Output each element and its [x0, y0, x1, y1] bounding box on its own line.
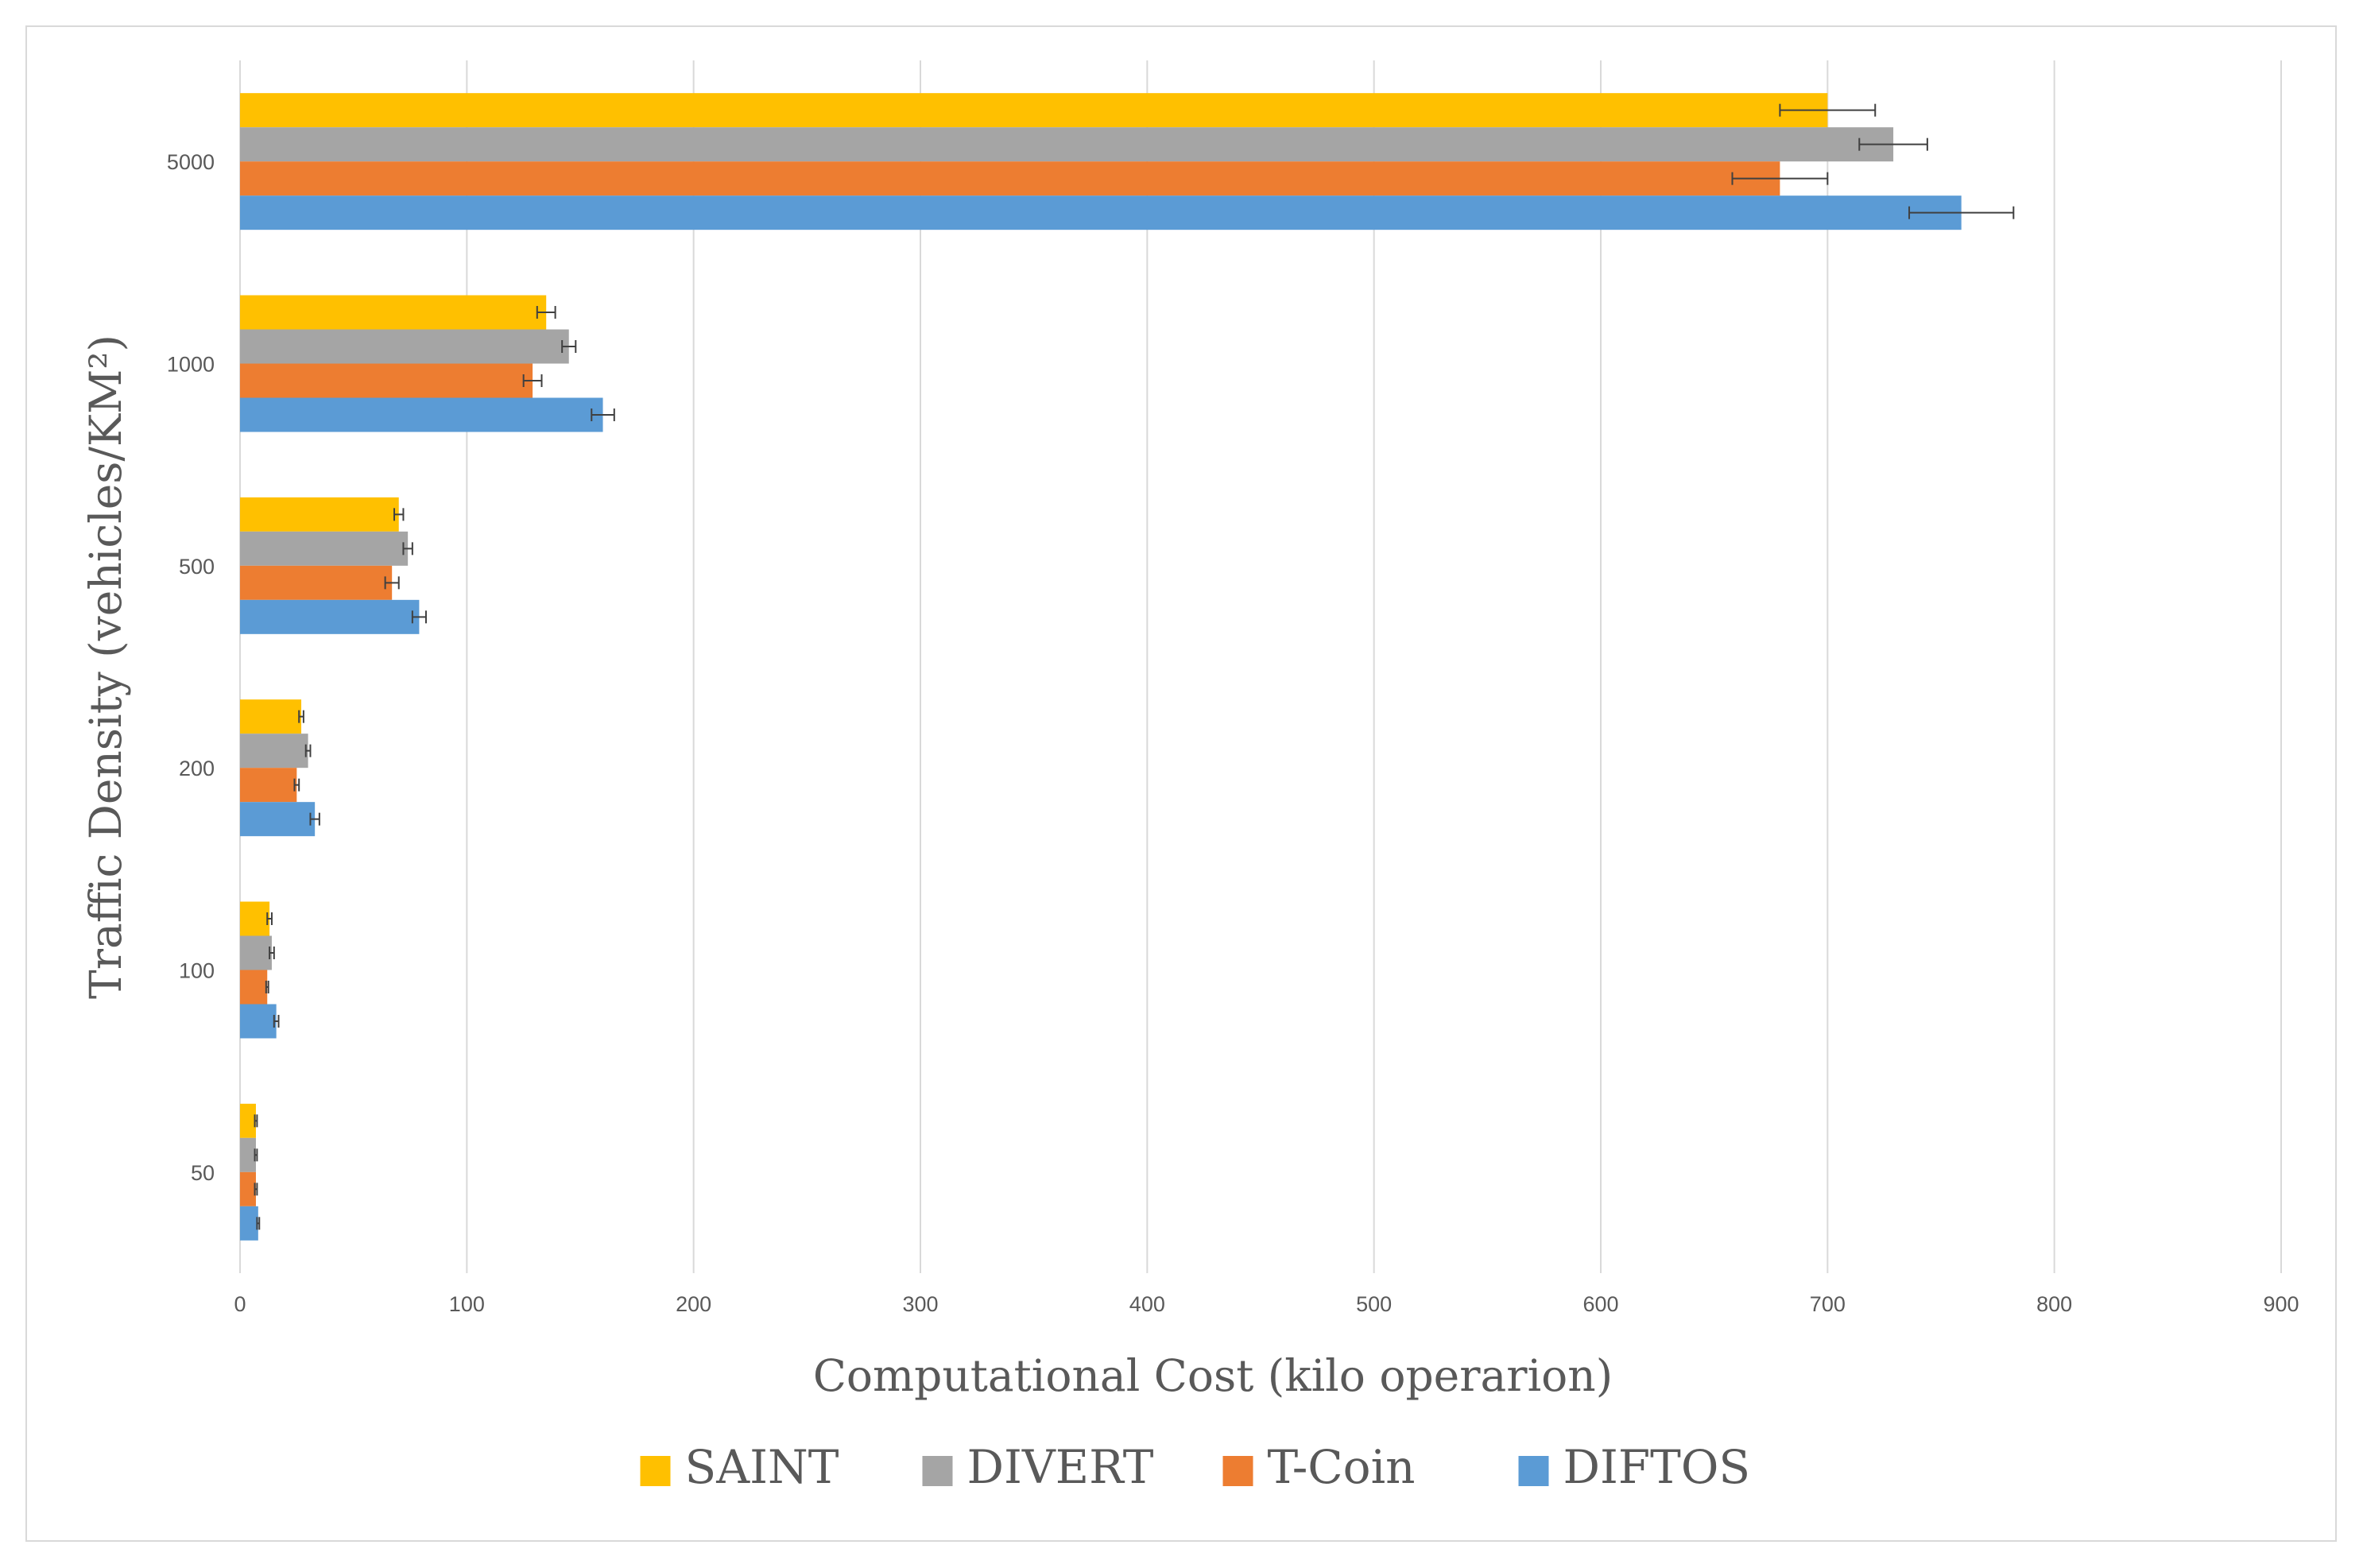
bar-diftos: [240, 1206, 258, 1241]
legend-label-diftos: DIFTOS: [1563, 1440, 1751, 1494]
bar-divert: [240, 734, 308, 769]
legend-swatch-divert: [922, 1456, 953, 1486]
bar-divert: [240, 329, 569, 364]
bar-saint: [240, 699, 302, 734]
bar-t-coin: [240, 565, 393, 600]
bars: [240, 93, 2015, 1241]
x-tick-label: 900: [2263, 1292, 2299, 1316]
legend-label-t-coin: T-Coin: [1268, 1440, 1416, 1494]
x-tick-label: 700: [1810, 1292, 1846, 1316]
bar-saint: [240, 1103, 256, 1138]
bar-saint: [240, 93, 1828, 128]
bar-saint: [240, 901, 270, 936]
bar-t-coin: [240, 1171, 256, 1206]
legend: SAINT DIVERT T-Coin DIFTOS: [640, 1440, 1751, 1494]
bar-diftos: [240, 196, 1962, 230]
tick-labels: 0 100 200 300 400 500 600 700 800 900 5000 1000 500 2…: [167, 150, 2299, 1316]
x-tick-label: 400: [1129, 1292, 1165, 1316]
bar-t-coin: [240, 768, 297, 803]
y-tick-label: 500: [179, 555, 215, 579]
bar-divert: [240, 127, 1894, 162]
legend-label-saint: SAINT: [685, 1440, 839, 1494]
bar-divert: [240, 1137, 256, 1172]
gridlines: [239, 60, 2282, 1273]
bar-t-coin: [240, 161, 1780, 196]
y-tick-label: 50: [191, 1161, 215, 1185]
y-tick-label: 1000: [167, 353, 215, 377]
x-tick-label: 500: [1356, 1292, 1392, 1316]
x-tick-label: 600: [1582, 1292, 1618, 1316]
bar-saint: [240, 497, 399, 532]
bar-diftos: [240, 397, 603, 432]
x-tick-label: 800: [2036, 1292, 2072, 1316]
y-axis-title: Traffic Density (vehicles/KM²): [80, 335, 131, 999]
chart-frame: 0 100 200 300 400 500 600 700 800 900 5000 1000 500 2…: [25, 25, 2337, 1542]
bar-diftos: [240, 1004, 277, 1039]
legend-swatch-diftos: [1518, 1456, 1549, 1486]
legend-swatch-saint: [640, 1456, 671, 1486]
x-tick-label: 0: [234, 1292, 246, 1316]
x-tick-label: 100: [449, 1292, 485, 1316]
bar-divert: [240, 531, 409, 566]
bar-t-coin: [240, 970, 268, 1005]
legend-label-divert: DIVERT: [967, 1440, 1154, 1494]
bar-diftos: [240, 802, 316, 837]
bar-t-coin: [240, 363, 533, 398]
y-tick-label: 100: [179, 959, 215, 983]
bar-diftos: [240, 599, 420, 634]
bar-chart: 0 100 200 300 400 500 600 700 800 900 5000 1000 500 2…: [80, 60, 2299, 1494]
bar-saint: [240, 295, 547, 330]
x-tick-label: 300: [902, 1292, 938, 1316]
x-axis-title: Computational Cost (kilo operarion): [813, 1350, 1613, 1401]
y-tick-label: 200: [179, 757, 215, 780]
bar-divert: [240, 935, 272, 970]
x-tick-label: 200: [676, 1292, 711, 1316]
y-tick-label: 5000: [167, 150, 215, 174]
legend-swatch-t-coin: [1222, 1456, 1253, 1486]
